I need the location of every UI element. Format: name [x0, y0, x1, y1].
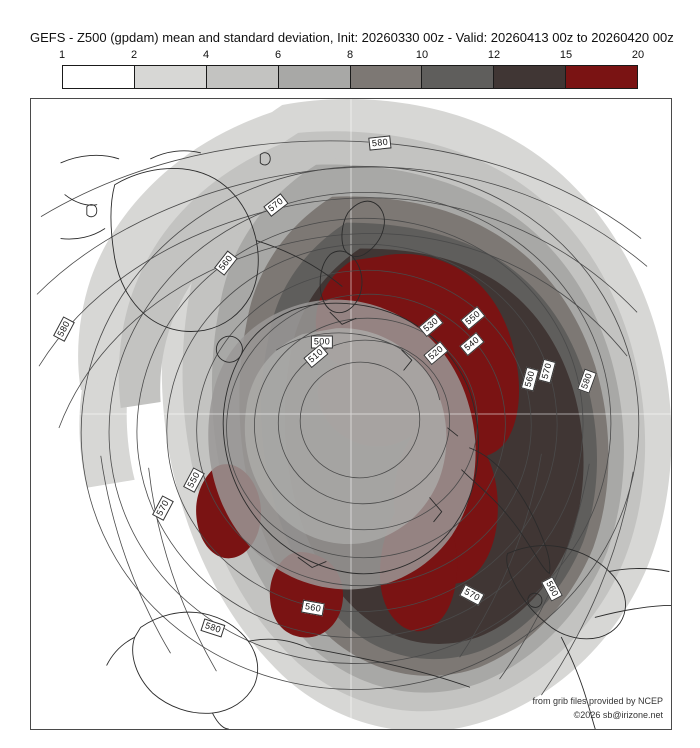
contour-lines: [36, 140, 648, 696]
antarctica-inner-fill: [244, 328, 447, 545]
coast-australia-detail: [60, 150, 201, 240]
contour-label-580: 580: [368, 135, 392, 151]
coast-antarctic-peninsula: [461, 447, 551, 574]
colorbar-segment-2-4: [134, 66, 207, 88]
coast-australia: [110, 167, 259, 332]
boundary-line-sw: [305, 646, 471, 688]
sd-band-4-6-lobe: [118, 134, 360, 409]
colorbar-tick-2: 2: [130, 49, 138, 61]
attribution-copyright: ©2026 sb@irizone.net: [573, 710, 663, 720]
colorbar: 1 2 4 6 8 10 12 15 20: [59, 49, 644, 89]
coast-antarctica: [222, 302, 479, 575]
colorbar-segment-10-12: [422, 66, 495, 88]
coastlines: [60, 150, 671, 729]
colorbar-segment-15-20: [566, 66, 637, 88]
coast-africa: [132, 611, 259, 714]
coast-tasmania: [215, 335, 243, 363]
colorbar-segment-6-8: [278, 66, 351, 88]
coast-africa-detail: [106, 636, 307, 729]
coast-island-speck-1: [259, 152, 271, 166]
coast-island-speck-2: [86, 204, 98, 218]
boundary-line-se: [594, 604, 671, 618]
colorbar-segment-12-15: [494, 66, 567, 88]
coast-south-america-tail: [560, 568, 670, 729]
coast-south-america: [506, 545, 626, 640]
colorbar-tick-1: 1: [58, 49, 66, 61]
boundary-line-nw: [255, 240, 343, 287]
coast-islands-sa: [527, 592, 543, 608]
map-plot: [31, 99, 671, 729]
colorbar-tick-8: 8: [346, 49, 354, 61]
colorbar-segment-1-2: [63, 66, 135, 88]
sd-band-2-4-lobe2: [79, 382, 135, 488]
colorbar-gradient: [62, 65, 638, 89]
coast-new-zealand-south: [319, 250, 363, 314]
colorbar-tick-15: 15: [559, 49, 573, 61]
map-canvas[interactable]: 580 570 560 500 510 520 530 540 550 560 570 580 580 5…: [30, 98, 672, 730]
colorbar-segment-4-6: [206, 66, 279, 88]
colorbar-tick-labels: 1 2 4 6 8 10 12 15 20: [58, 48, 644, 62]
colorbar-segment-8-10: [350, 66, 423, 88]
attribution-source: from grib files provided by NCEP: [532, 696, 663, 706]
page-title: GEFS - Z500 (gpdam) mean and standard de…: [30, 30, 674, 45]
colorbar-tick-12: 12: [487, 49, 501, 61]
colorbar-tick-4: 4: [202, 49, 210, 61]
colorbar-tick-10: 10: [415, 49, 429, 61]
coast-new-zealand-north: [341, 200, 385, 257]
colorbar-tick-20: 20: [631, 49, 645, 61]
colorbar-tick-6: 6: [274, 49, 282, 61]
